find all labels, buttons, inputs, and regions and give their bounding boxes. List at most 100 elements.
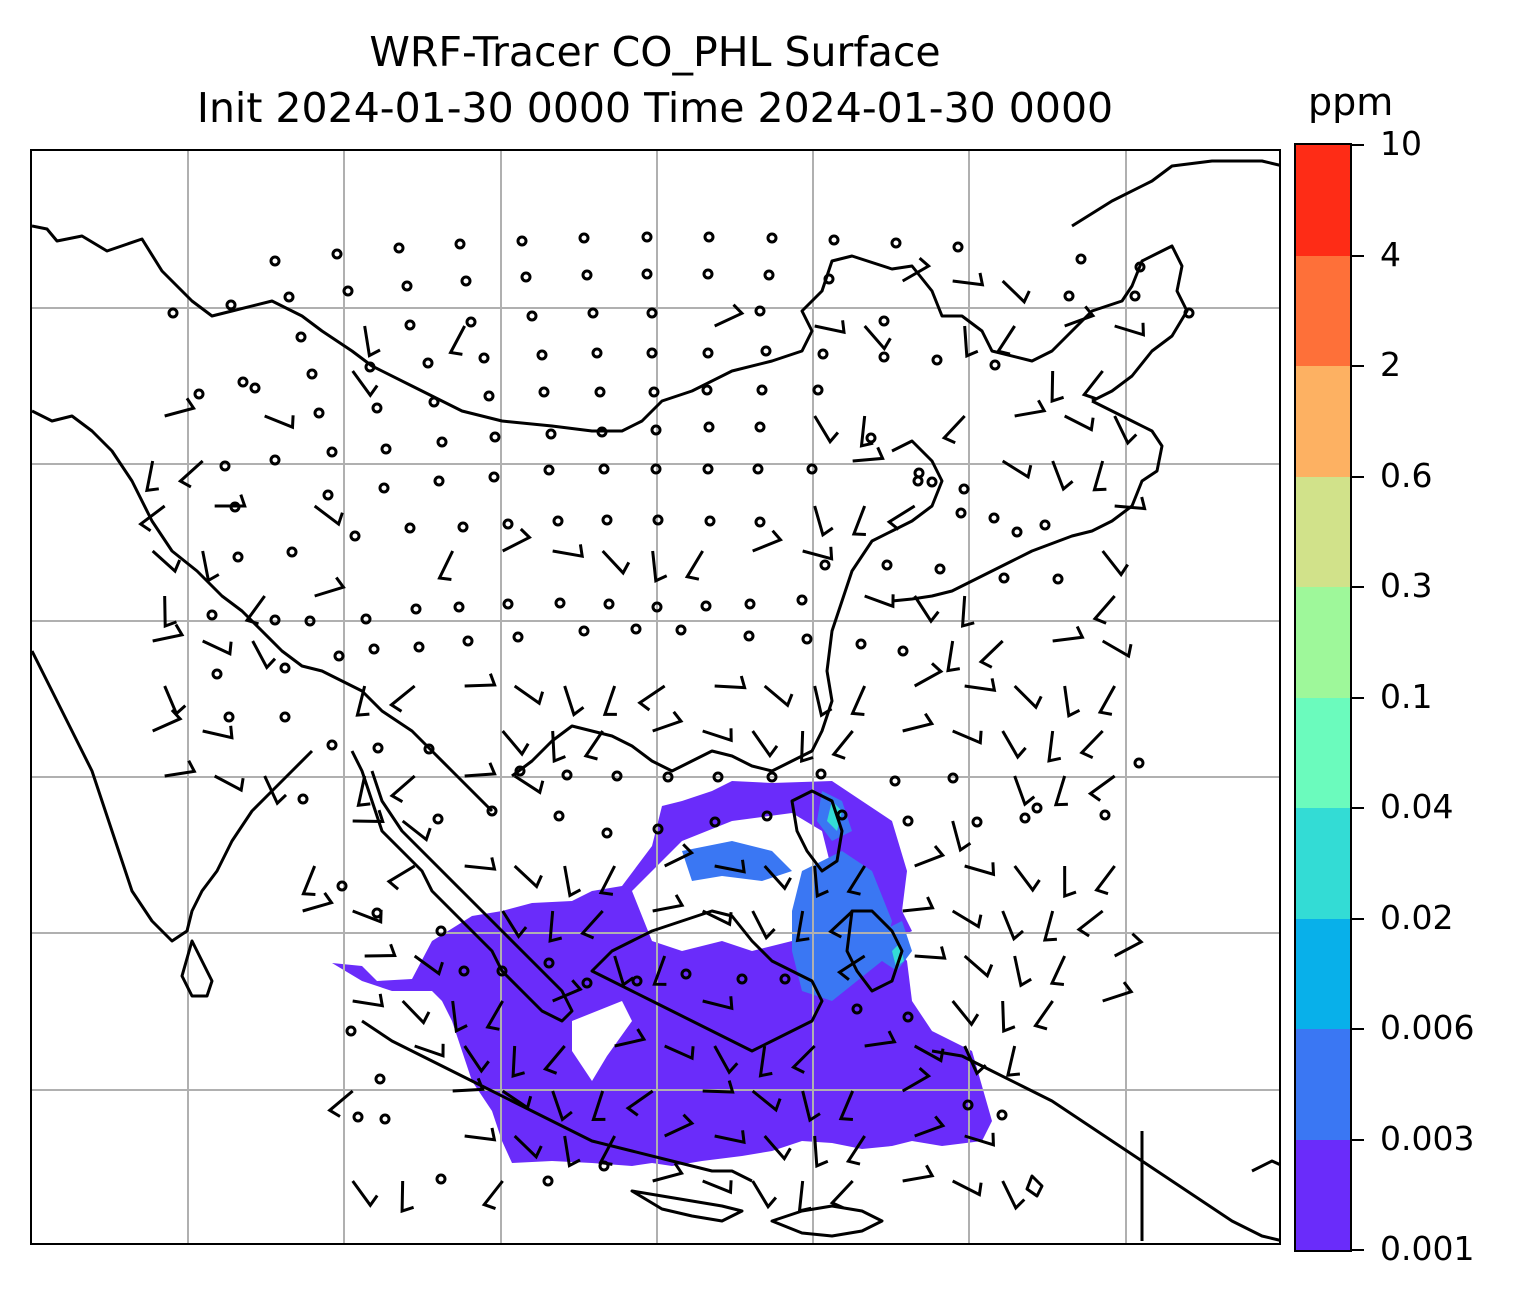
wind-barb — [1001, 730, 1027, 760]
calm-wind-marker — [496, 965, 508, 977]
wind-barb — [1001, 279, 1031, 305]
wind-barb — [513, 684, 545, 706]
calm-wind-marker — [756, 384, 768, 396]
wind-barb — [763, 1135, 792, 1162]
calm-wind-marker — [955, 507, 967, 519]
calm-wind-marker — [378, 482, 390, 494]
calm-wind-marker — [516, 235, 528, 247]
calm-wind-marker — [652, 823, 664, 835]
calm-wind-marker — [404, 319, 416, 331]
calm-wind-marker — [675, 624, 687, 636]
calm-wind-marker — [680, 968, 692, 980]
calm-wind-marker — [428, 396, 440, 408]
colorbar-segment — [1296, 807, 1350, 919]
wind-barb — [501, 910, 528, 939]
wind-barb — [388, 684, 416, 713]
wind-barb — [327, 1089, 354, 1118]
calm-wind-marker — [368, 643, 380, 655]
wind-barb — [684, 550, 704, 581]
calm-wind-marker — [269, 255, 281, 267]
wind-barb — [351, 1180, 379, 1208]
calm-wind-marker — [433, 475, 445, 487]
calm-wind-marker — [754, 421, 766, 433]
calm-wind-marker — [432, 813, 444, 825]
wind-barb — [552, 544, 584, 559]
calm-wind-marker — [754, 516, 766, 528]
wind-barb — [352, 809, 385, 824]
wind-barb — [177, 459, 204, 489]
wind-barb — [838, 1090, 855, 1121]
calm-wind-marker — [404, 522, 416, 534]
wind-barb — [513, 1134, 543, 1160]
wind-barb — [352, 993, 385, 1008]
calm-wind-marker — [279, 662, 291, 674]
wind-barb — [752, 529, 784, 553]
colorbar-segment — [1296, 365, 1350, 477]
wind-barb — [637, 684, 666, 712]
wind-barb — [1094, 865, 1116, 896]
graticule — [32, 151, 1279, 1243]
wind-barb — [913, 662, 944, 688]
wind-barb — [1092, 460, 1107, 492]
colorbar-tick-mark — [1352, 1028, 1364, 1030]
calm-wind-marker — [958, 483, 970, 495]
wind-barb — [652, 710, 684, 733]
wind-barb — [1063, 414, 1095, 432]
wind-barb — [829, 1179, 854, 1210]
calm-wind-marker — [1075, 253, 1087, 265]
calm-wind-marker — [561, 769, 573, 781]
calm-wind-marker — [295, 331, 307, 343]
colorbar-tick-mark — [1352, 144, 1364, 146]
calm-wind-marker — [952, 241, 964, 253]
wind-barb — [795, 910, 810, 943]
calm-wind-marker — [743, 630, 755, 642]
wind-barb — [598, 865, 617, 896]
wind-barb — [151, 549, 182, 574]
wind-barb — [400, 1180, 415, 1214]
calm-wind-marker — [998, 572, 1010, 584]
wind-barb — [702, 728, 733, 743]
wind-barb — [551, 1090, 573, 1122]
wind-barb — [301, 865, 317, 896]
calm-wind-marker — [801, 633, 813, 645]
calm-wind-marker — [283, 291, 295, 303]
calm-wind-marker — [703, 231, 715, 243]
colorbar-tick-mark — [1352, 917, 1364, 920]
colorbar-tick-mark — [1352, 475, 1364, 478]
calm-wind-marker — [817, 348, 829, 360]
wind-barb — [1079, 729, 1104, 760]
wind-barb — [414, 1043, 445, 1058]
wind-barb — [1092, 595, 1116, 625]
calm-wind-marker — [760, 345, 772, 357]
wind-barb — [552, 979, 583, 1003]
wind-barb — [951, 1000, 980, 1027]
calm-wind-marker — [371, 907, 383, 919]
wind-barb — [963, 325, 979, 359]
calm-wind-marker — [379, 1113, 391, 1125]
colorbar-segment — [1296, 696, 1350, 808]
wind-barb — [800, 730, 814, 764]
calm-wind-marker — [225, 299, 237, 311]
colorbar-tick-label: 0.3 — [1380, 566, 1433, 605]
wind-barb — [513, 774, 545, 795]
calm-wind-marker — [754, 305, 766, 317]
calm-wind-marker — [306, 368, 318, 380]
calm-wind-marker — [488, 471, 500, 483]
colorbar-tick-label: 0.006 — [1380, 1008, 1475, 1047]
calm-wind-marker — [704, 515, 716, 527]
calm-wind-marker — [457, 521, 469, 533]
wind-barb — [386, 864, 416, 891]
wind-barb — [355, 685, 370, 717]
wind-barb — [714, 675, 747, 690]
calm-wind-marker — [971, 816, 983, 828]
wind-barb — [314, 576, 346, 598]
wind-barb — [356, 775, 371, 808]
calm-wind-marker — [229, 501, 241, 513]
wind-barb — [951, 909, 983, 929]
calm-wind-marker — [650, 424, 662, 436]
calm-wind-marker — [913, 467, 925, 479]
wind-barb — [363, 325, 381, 358]
calm-wind-marker — [702, 268, 714, 280]
calm-wind-marker — [279, 711, 291, 723]
wind-barb — [251, 640, 277, 671]
